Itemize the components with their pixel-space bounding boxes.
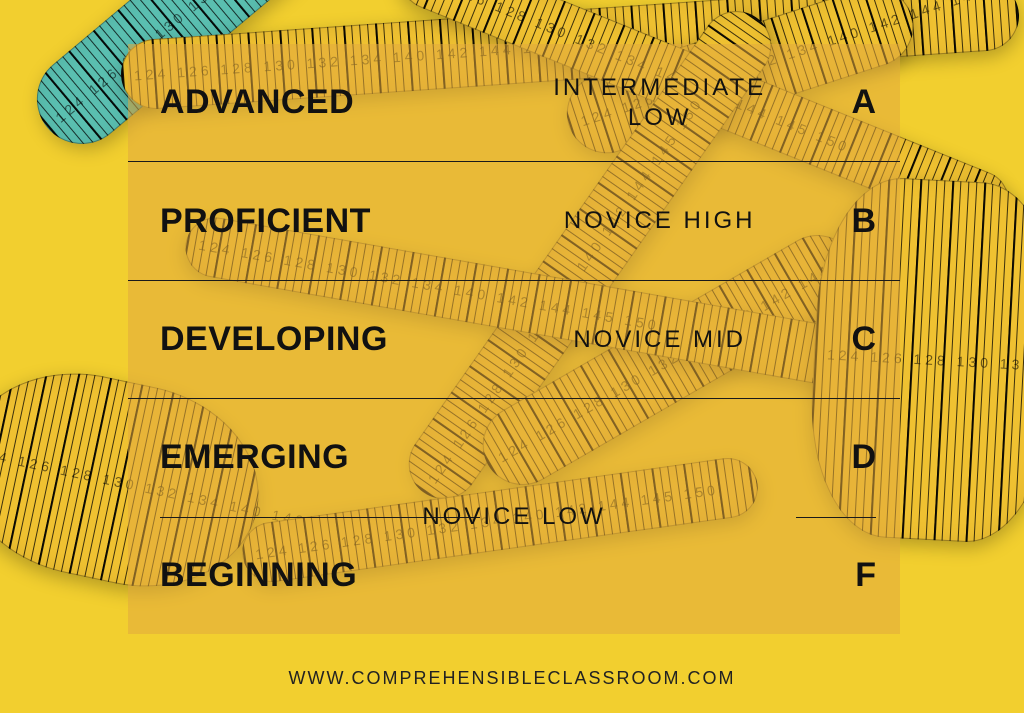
rubric-divider-label: NOVICE LOW	[422, 503, 605, 531]
rubric-level: DEVELOPING	[160, 320, 489, 359]
rubric-descriptor: NOVICE MID	[489, 325, 830, 355]
rubric-row: PROFICIENTNOVICE HIGH B	[128, 161, 900, 279]
rubric-level: PROFICIENT	[160, 202, 489, 241]
footer-credit: WWW.COMPREHENSIBLECLASSROOM.COM	[0, 668, 1024, 689]
rubric-row-divider	[796, 517, 876, 518]
rubric-level: EMERGING	[160, 438, 489, 477]
rubric-grade: C	[840, 320, 876, 359]
rubric-row: DEVELOPINGNOVICE MID C	[128, 280, 900, 398]
rubric-row: EMERGING D	[128, 398, 900, 516]
rubric-grade: B	[840, 202, 876, 241]
rubric-grade: D	[840, 438, 876, 477]
rubric-panel: ADVANCEDINTERMEDIATE LOWAPROFICIENTNOVIC…	[128, 44, 900, 634]
rubric-row: ADVANCEDINTERMEDIATE LOW A	[128, 44, 900, 161]
rubric-level: BEGINNING	[160, 556, 489, 595]
rubric-descriptor: INTERMEDIATE LOW	[489, 73, 830, 133]
rubric-level: ADVANCED	[160, 83, 489, 122]
rubric-grade: A	[840, 83, 876, 122]
rubric-grade: F	[840, 556, 876, 595]
rubric-descriptor: NOVICE HIGH	[489, 206, 830, 236]
rubric-row: NOVICE LOWBEGINNINGF	[128, 517, 900, 634]
